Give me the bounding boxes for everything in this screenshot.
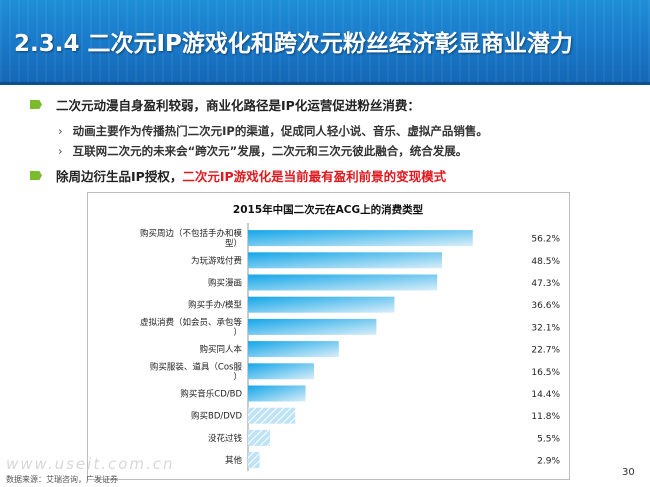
- bar: [248, 230, 473, 247]
- watermark: www.useit.com.cn: [6, 455, 175, 473]
- bar: [248, 452, 260, 469]
- data-source: 数据来源：艾瑞咨询，广发证券: [6, 475, 118, 484]
- sub-bullet-2-text: 互联网二次元的未来会“跨次元”发展，二次元和三次元彼此融合，统合发展。: [72, 144, 468, 158]
- category-label: 购买服装、道具（Cos服）: [150, 361, 243, 382]
- bar: [248, 318, 377, 335]
- green-arrow-icon: [30, 171, 42, 180]
- bar: [248, 252, 442, 269]
- bar: [248, 385, 306, 402]
- value-label: 14.4%: [531, 390, 560, 400]
- value-label: 36.6%: [531, 301, 560, 311]
- page-number: 30: [622, 467, 635, 478]
- bar: [248, 296, 395, 313]
- value-label: 5.5%: [537, 434, 560, 444]
- bar: [248, 363, 314, 380]
- category-label: 购买同人本: [199, 344, 242, 355]
- chevron-right-icon: ›: [58, 124, 63, 138]
- bullet-1-text: 二次元动漫自身盈利较弱，商业化路径是IP化运营促进粉丝消费：: [56, 98, 420, 113]
- category-label: 购买周边（不包括手办和模型）: [140, 228, 243, 249]
- value-label: 11.8%: [531, 412, 560, 422]
- sub-bullet-2: › 互联网二次元的未来会“跨次元”发展，二次元和三次元彼此融合，统合发展。: [58, 143, 467, 159]
- category-label: 没花过钱: [208, 433, 243, 444]
- bar: [248, 429, 270, 446]
- bar: [248, 274, 438, 291]
- category-label: 购买音乐CD/BD: [180, 389, 242, 400]
- bullet-1: 二次元动漫自身盈利较弱，商业化路径是IP化运营促进粉丝消费：: [30, 95, 420, 114]
- category-label: 购买BD/DVD: [191, 411, 242, 422]
- bullet-2-prefix: 除周边衍生品IP授权，: [56, 169, 183, 184]
- chart-title: 2015年中国二次元在ACG上的消费类型: [233, 203, 424, 216]
- category-label: 为玩游戏付费: [191, 255, 243, 266]
- value-label: 22.7%: [531, 346, 560, 356]
- bar-chart: 2015年中国二次元在ACG上的消费类型 购买周边（不包括手办和模型） 56.2%…: [87, 192, 570, 480]
- value-label: 16.5%: [531, 368, 560, 378]
- value-label: 2.9%: [537, 457, 560, 467]
- chart-canvas: 2015年中国二次元在ACG上的消费类型 购买周边（不包括手办和模型） 56.2%…: [140, 203, 560, 471]
- category-label: 购买手办/模型: [188, 300, 242, 311]
- sub-bullet-1-text: 动画主要作为传播热门二次元IP的渠道，促成同人轻小说、音乐、虚拟产品销售。: [72, 124, 488, 138]
- bar: [248, 407, 296, 424]
- category-label: 虚拟消费（如会员、承包等）: [140, 317, 243, 338]
- green-arrow-icon: [30, 100, 42, 109]
- value-label: 56.2%: [531, 235, 560, 245]
- page-title: 2.3.4 二次元IP游戏化和跨次元粉丝经济彰显商业潜力: [14, 31, 573, 57]
- sub-bullet-1: › 动画主要作为传播热门二次元IP的渠道，促成同人轻小说、音乐、虚拟产品销售。: [58, 123, 488, 139]
- title-bar: 2.3.4 二次元IP游戏化和跨次元粉丝经济彰显商业潜力: [0, 0, 650, 82]
- value-label: 32.1%: [531, 323, 560, 333]
- bar: [248, 341, 339, 358]
- category-label: 购买漫画: [208, 278, 242, 289]
- title-underline: [0, 82, 650, 85]
- chevron-right-icon: ›: [58, 144, 63, 158]
- value-label: 48.5%: [531, 257, 560, 267]
- category-label: 其他: [225, 455, 243, 466]
- value-label: 47.3%: [531, 279, 560, 289]
- bullet-2: 除周边衍生品IP授权，二次元IP游戏化是当前最有盈利前景的变现模式: [30, 166, 446, 185]
- bullet-2-highlight: 二次元IP游戏化是当前最有盈利前景的变现模式: [182, 169, 447, 184]
